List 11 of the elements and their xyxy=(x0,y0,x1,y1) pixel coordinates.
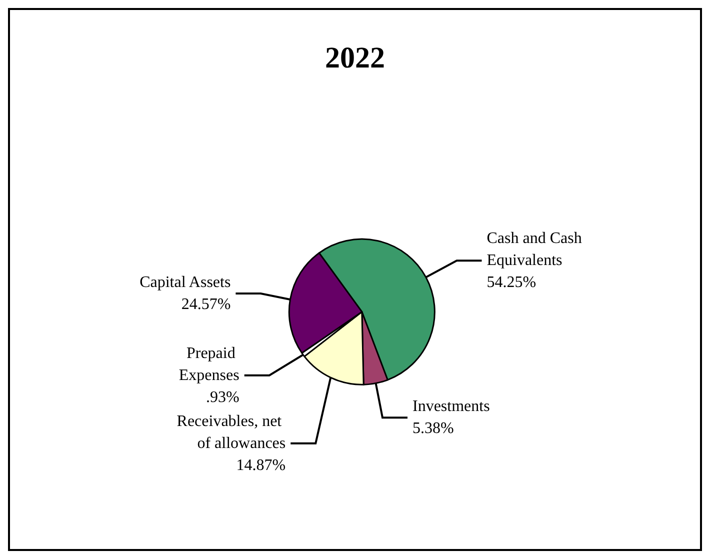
slice-label: Prepaid Expenses xyxy=(178,344,240,384)
slice-label: Cash and Cash Equivalents xyxy=(486,230,586,270)
data-label: 5.38% xyxy=(412,420,454,438)
slice-label: Capital Assets xyxy=(140,274,231,292)
data-label: 14.87% xyxy=(236,456,286,474)
chart-title: 2022 xyxy=(325,42,385,74)
slice-label: Investments xyxy=(412,398,490,416)
slice-label: Receivables, net of allowances xyxy=(176,412,286,452)
data-label: 54.25% xyxy=(486,274,536,292)
data-label: 24.57% xyxy=(181,296,231,314)
data-label: .93% xyxy=(206,388,240,406)
